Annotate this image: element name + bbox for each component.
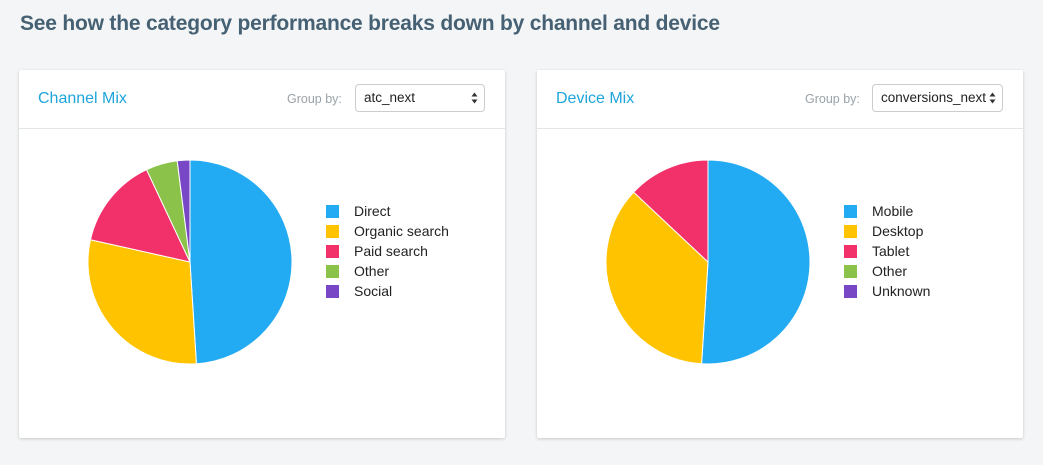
group-by-select[interactable]: atc_next (355, 84, 485, 112)
legend-item-desktop[interactable]: Desktop (844, 221, 930, 241)
select-arrows-icon (471, 92, 478, 104)
card-title: Channel Mix (38, 90, 127, 107)
legend-item-other[interactable]: Other (326, 261, 449, 281)
legend-swatch (844, 244, 857, 258)
legend-item-tablet[interactable]: Tablet (844, 241, 930, 261)
legend-label: Tablet (872, 243, 910, 259)
legend-item-mobile[interactable]: Mobile (844, 201, 930, 221)
pie-slice-organic-search[interactable] (87, 239, 197, 365)
legend-label: Unknown (872, 283, 931, 299)
legend-label: Organic search (354, 223, 449, 239)
card-header: Channel Mix Group by: atc_next (19, 70, 505, 129)
channel-mix-card: Channel Mix Group by: atc_next Direct Org… (19, 70, 505, 438)
legend-item-social[interactable]: Social (326, 281, 449, 301)
group-by-label: Group by: (287, 92, 342, 106)
pie-slice-desktop[interactable] (605, 191, 709, 365)
legend-swatch (844, 204, 857, 218)
pie-slice-social[interactable] (176, 159, 191, 263)
channel-pie-chart (87, 159, 293, 365)
legend-item-organic-search[interactable]: Organic search (326, 221, 449, 241)
legend-item-other[interactable]: Other (844, 261, 930, 281)
pie-slice-mobile[interactable] (701, 159, 811, 365)
card-title: Device Mix (556, 90, 635, 107)
legend-swatch (844, 284, 857, 298)
pie-slice-direct[interactable] (189, 159, 293, 365)
legend-swatch (326, 284, 339, 298)
legend-swatch (326, 224, 339, 238)
group-by-label: Group by: (805, 92, 860, 106)
legend-label: Mobile (872, 203, 914, 219)
legend-swatch (326, 204, 339, 218)
pie-slice-paid-search[interactable] (89, 169, 191, 263)
legend-label: Social (354, 283, 393, 299)
legend-swatch (844, 264, 857, 278)
channel-legend: Direct Organic search Paid search Other Soci… (326, 201, 449, 301)
card-header: Device Mix Group by: conversions_next (537, 70, 1023, 129)
legend-swatch (326, 264, 339, 278)
legend-swatch (844, 224, 857, 238)
legend-label: Other (872, 263, 908, 279)
legend-item-unknown[interactable]: Unknown (844, 281, 930, 301)
group-by-value: conversions_next (881, 90, 987, 105)
group-by-select[interactable]: conversions_next (872, 84, 1003, 112)
pie-slice-tablet[interactable] (632, 159, 709, 264)
group-by-value: atc_next (364, 90, 416, 105)
legend-label: Direct (354, 203, 391, 219)
legend-label: Other (354, 263, 390, 279)
legend-label: Paid search (354, 243, 428, 259)
device-mix-card: Device Mix Group by: conversions_next Mo… (537, 70, 1023, 438)
legend-item-paid-search[interactable]: Paid search (326, 241, 449, 261)
legend-swatch (326, 244, 339, 258)
device-pie-chart (605, 159, 811, 365)
page-heading: See how the category performance breaks … (20, 12, 720, 35)
device-legend: Mobile Desktop Tablet Other Unknown (844, 201, 930, 301)
legend-item-direct[interactable]: Direct (326, 201, 449, 221)
select-arrows-icon (989, 92, 996, 104)
legend-label: Desktop (872, 223, 924, 239)
